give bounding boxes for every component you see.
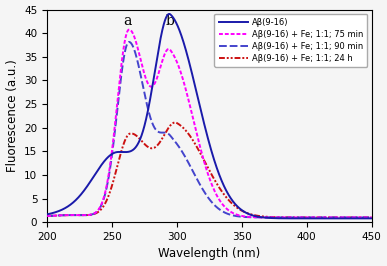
Text: a: a xyxy=(123,14,132,27)
Text: b: b xyxy=(166,14,175,27)
Legend: Aβ(9-16), Aβ(9-16) + Fe; 1:1; 75 min, Aβ(9-16) + Fe; 1:1; 90 min, Aβ(9-16) + Fe;: Aβ(9-16), Aβ(9-16) + Fe; 1:1; 75 min, Aβ… xyxy=(214,14,367,67)
X-axis label: Wavelength (nm): Wavelength (nm) xyxy=(158,247,260,260)
Y-axis label: Fluorescence (a.u.): Fluorescence (a.u.) xyxy=(5,60,19,172)
